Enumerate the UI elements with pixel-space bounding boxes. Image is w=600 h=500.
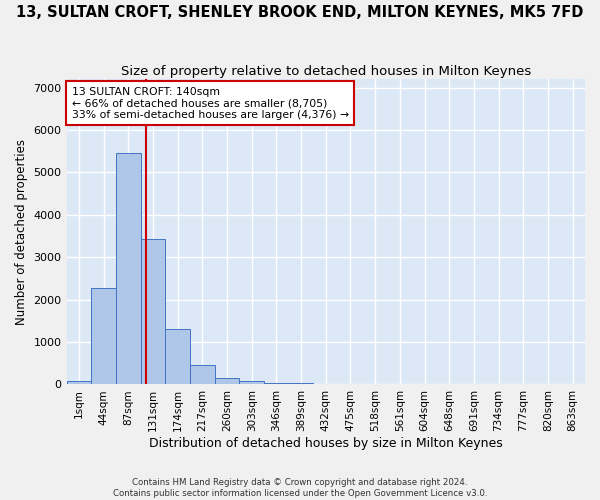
- Bar: [264, 382, 289, 384]
- Text: Contains HM Land Registry data © Crown copyright and database right 2024.
Contai: Contains HM Land Registry data © Crown c…: [113, 478, 487, 498]
- X-axis label: Distribution of detached houses by size in Milton Keynes: Distribution of detached houses by size …: [149, 437, 503, 450]
- Bar: [190, 365, 215, 384]
- Bar: [91, 288, 116, 384]
- Text: 13 SULTAN CROFT: 140sqm
← 66% of detached houses are smaller (8,705)
33% of semi: 13 SULTAN CROFT: 140sqm ← 66% of detache…: [72, 87, 349, 120]
- Bar: [116, 152, 140, 384]
- Title: Size of property relative to detached houses in Milton Keynes: Size of property relative to detached ho…: [121, 65, 531, 78]
- Bar: [140, 238, 165, 384]
- Bar: [165, 329, 190, 384]
- Bar: [215, 378, 239, 384]
- Bar: [289, 383, 313, 384]
- Bar: [67, 381, 91, 384]
- Y-axis label: Number of detached properties: Number of detached properties: [15, 139, 28, 325]
- Bar: [239, 381, 264, 384]
- Text: 13, SULTAN CROFT, SHENLEY BROOK END, MILTON KEYNES, MK5 7FD: 13, SULTAN CROFT, SHENLEY BROOK END, MIL…: [16, 5, 584, 20]
